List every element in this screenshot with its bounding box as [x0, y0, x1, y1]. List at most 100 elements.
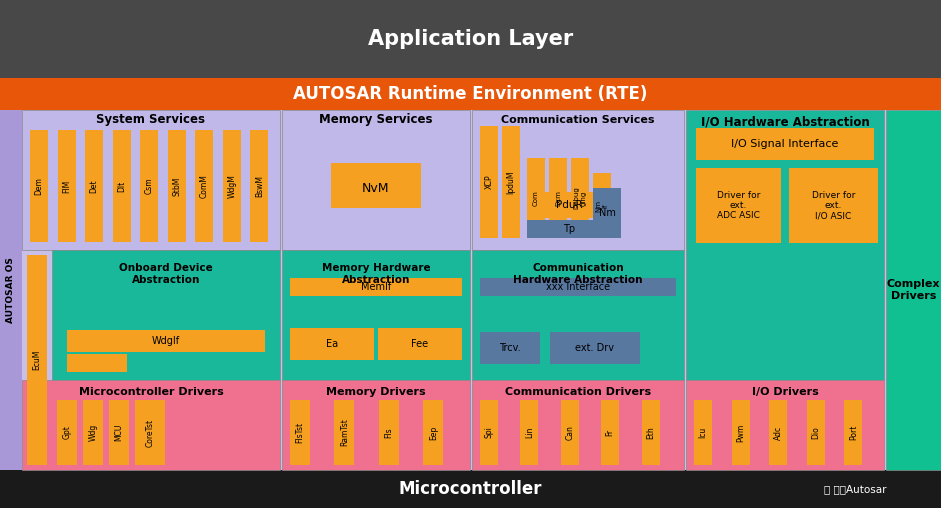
Bar: [769, 400, 788, 465]
Text: Lin: Lin: [525, 427, 534, 438]
Text: Adc: Adc: [774, 425, 783, 439]
Text: Onboard Device: Onboard Device: [120, 263, 213, 273]
Bar: [0, 78, 941, 110]
Bar: [0, 110, 941, 470]
Bar: [378, 328, 462, 360]
Bar: [549, 158, 567, 238]
Text: Port: Port: [849, 425, 858, 440]
Text: MCU: MCU: [115, 424, 123, 441]
Text: CoreTst: CoreTst: [146, 419, 154, 447]
Bar: [844, 400, 862, 465]
Text: EcuM: EcuM: [33, 350, 41, 370]
Text: Application Layer: Application Layer: [368, 29, 573, 49]
Bar: [22, 110, 280, 250]
Text: ext. Drv: ext. Drv: [576, 343, 614, 353]
Text: I/O Signal Interface: I/O Signal Interface: [731, 139, 838, 149]
Text: Com: Com: [533, 190, 539, 206]
Text: Wdg: Wdg: [88, 424, 98, 441]
Text: Microcontroller: Microcontroller: [399, 480, 542, 498]
Bar: [282, 380, 470, 470]
Bar: [550, 332, 640, 364]
Text: AUTOSAR OS: AUTOSAR OS: [7, 257, 15, 323]
Text: Communication: Communication: [533, 263, 624, 273]
Text: I/O Drivers: I/O Drivers: [752, 387, 819, 397]
Text: XCP: XCP: [485, 175, 493, 189]
Text: DIt: DIt: [118, 180, 126, 192]
Text: I/O Hardware Abstraction: I/O Hardware Abstraction: [701, 115, 869, 129]
Bar: [694, 400, 712, 465]
Bar: [593, 188, 621, 238]
Text: RamTst: RamTst: [340, 419, 349, 447]
Bar: [109, 400, 129, 465]
Text: Hardware Abstraction: Hardware Abstraction: [513, 275, 643, 285]
Bar: [731, 400, 750, 465]
Bar: [30, 130, 48, 242]
Bar: [331, 163, 421, 207]
Bar: [601, 400, 619, 465]
Bar: [250, 130, 268, 242]
Text: Driver for
ext.
ADC ASIC: Driver for ext. ADC ASIC: [717, 190, 760, 220]
Text: Fr: Fr: [606, 429, 614, 436]
Text: Fls: Fls: [385, 427, 393, 438]
Bar: [886, 110, 941, 470]
Text: Memory Hardware: Memory Hardware: [322, 263, 430, 273]
Text: Debug
ging: Debug ging: [573, 186, 586, 209]
Text: FlsTst: FlsTst: [295, 422, 305, 443]
Bar: [527, 220, 612, 238]
Bar: [696, 168, 781, 243]
Bar: [806, 400, 825, 465]
Bar: [527, 192, 612, 218]
Text: Ea: Ea: [326, 339, 338, 349]
Text: IpduM: IpduM: [506, 170, 516, 194]
Text: PduR: PduR: [556, 200, 582, 210]
Text: Memory Drivers: Memory Drivers: [327, 387, 426, 397]
Text: WdgIf: WdgIf: [152, 336, 180, 346]
Bar: [167, 130, 185, 242]
Text: Trcv.: Trcv.: [499, 343, 520, 353]
Bar: [642, 400, 660, 465]
Bar: [282, 110, 470, 250]
Bar: [334, 400, 355, 465]
Text: Pwm: Pwm: [736, 423, 745, 441]
Bar: [571, 158, 589, 238]
Text: Icu: Icu: [698, 427, 708, 438]
Bar: [686, 380, 884, 470]
Text: Dem: Dem: [35, 177, 43, 195]
Bar: [223, 130, 241, 242]
Text: Csm: Csm: [145, 178, 153, 195]
Bar: [196, 130, 214, 242]
Text: Det: Det: [89, 179, 99, 193]
Text: Communication Services: Communication Services: [502, 115, 655, 125]
Text: FIM: FIM: [62, 179, 72, 193]
Bar: [480, 332, 540, 364]
Text: Can: Can: [566, 425, 574, 440]
Bar: [527, 158, 545, 238]
Text: Gpt: Gpt: [62, 426, 72, 439]
Text: WdgM: WdgM: [228, 174, 236, 198]
Bar: [472, 380, 684, 470]
Bar: [27, 255, 47, 465]
Bar: [140, 130, 158, 242]
Bar: [480, 400, 498, 465]
Bar: [789, 168, 878, 243]
Bar: [696, 128, 874, 160]
Bar: [57, 400, 77, 465]
Bar: [502, 126, 520, 238]
Text: Abstraction: Abstraction: [132, 275, 200, 285]
Bar: [0, 110, 22, 470]
Text: BswM: BswM: [255, 175, 263, 197]
Text: 🍬 糖果Autosar: 🍬 糖果Autosar: [823, 484, 886, 494]
Bar: [67, 330, 265, 352]
Bar: [520, 400, 538, 465]
Text: Fee: Fee: [411, 339, 428, 349]
Bar: [83, 400, 103, 465]
Bar: [561, 400, 579, 465]
Bar: [113, 130, 131, 242]
Text: Complex
Drivers: Complex Drivers: [886, 279, 940, 301]
Bar: [282, 250, 470, 380]
Bar: [472, 110, 684, 250]
Text: Nm
If: Nm If: [596, 200, 609, 211]
Text: Eth: Eth: [646, 426, 655, 439]
Bar: [423, 400, 443, 465]
Text: xxx Interface: xxx Interface: [546, 282, 610, 292]
